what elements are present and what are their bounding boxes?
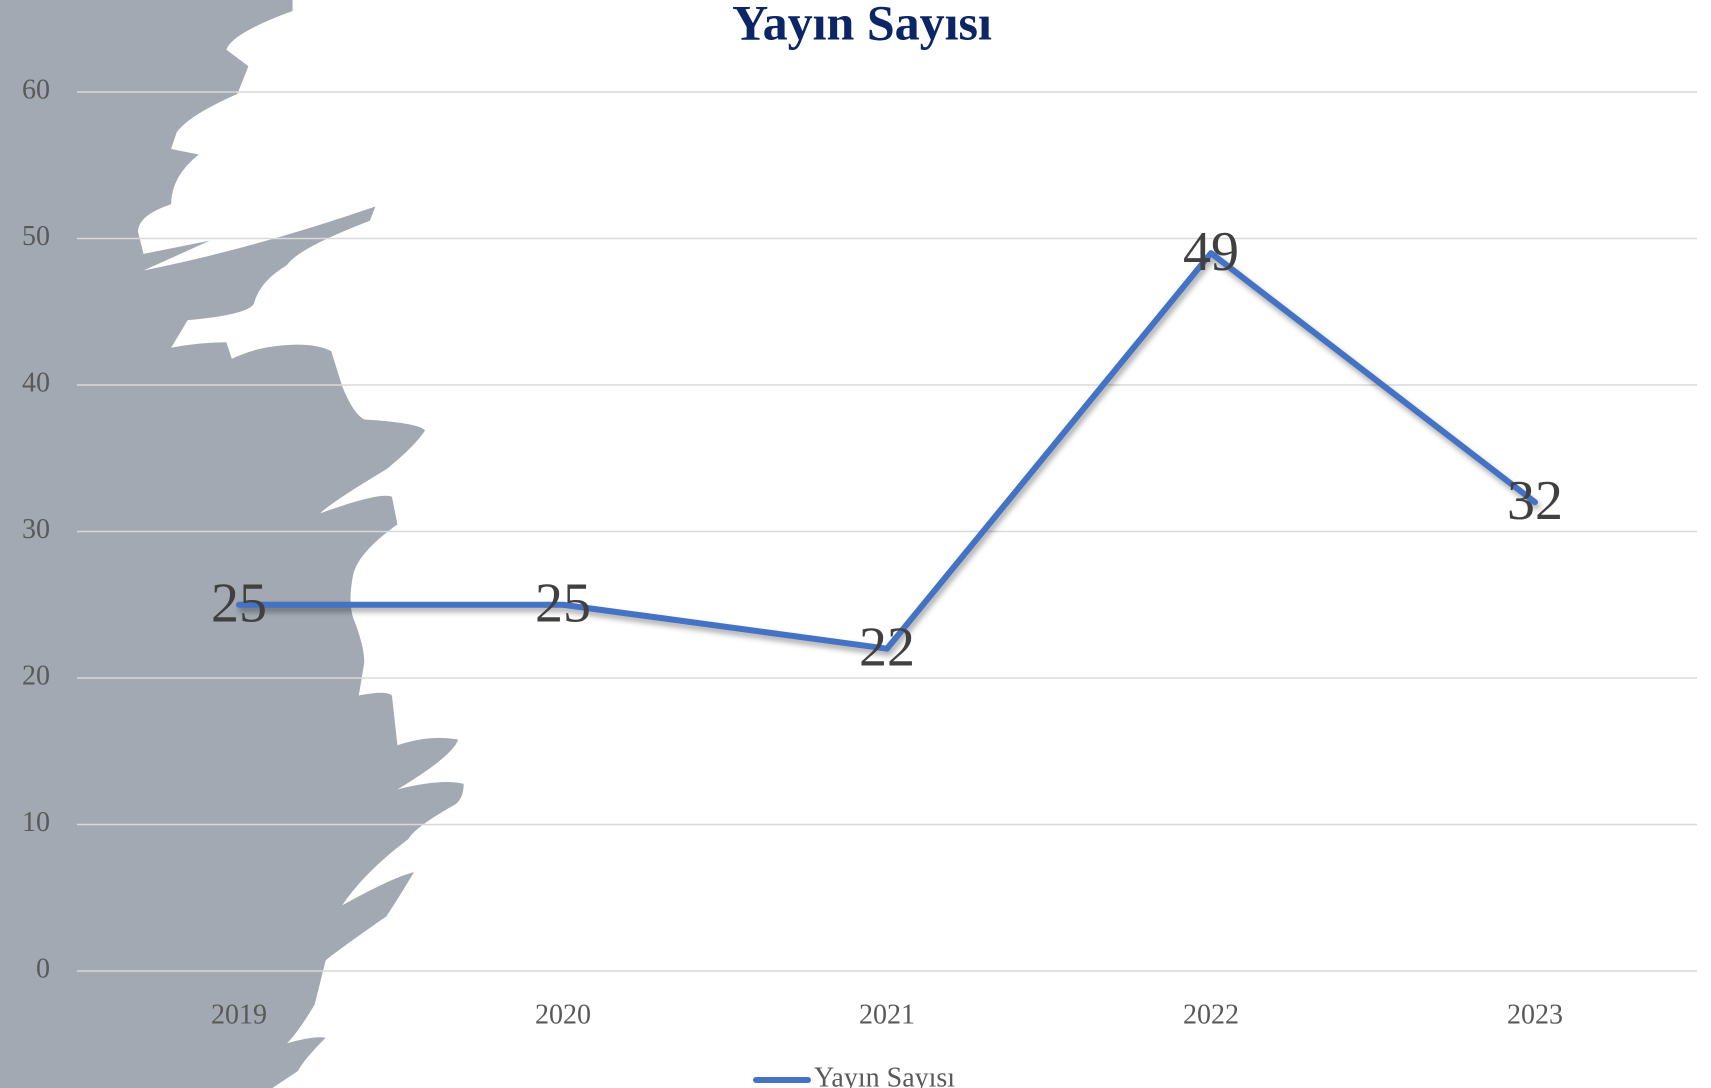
y-tick-label: 40 (22, 367, 50, 398)
x-tick-label: 2019 (211, 999, 267, 1030)
x-tick-label: 2023 (1507, 999, 1563, 1030)
x-tick-label: 2020 (535, 999, 591, 1030)
legend-label: Yayın Sayısı (814, 1062, 955, 1088)
y-tick-label: 0 (36, 953, 50, 984)
y-tick-label: 20 (22, 660, 50, 691)
background-shape (0, 0, 464, 1088)
y-tick-label: 10 (22, 807, 50, 838)
data-label: 25 (211, 573, 267, 635)
x-tick-label: 2022 (1183, 999, 1239, 1030)
data-label: 22 (859, 617, 915, 679)
y-tick-label: 50 (22, 221, 50, 252)
y-tick-label: 60 (22, 74, 50, 105)
chart-title: Yayın Sayısı (732, 0, 992, 50)
series-line (236, 250, 1538, 652)
x-tick-label: 2021 (859, 999, 915, 1030)
data-label: 32 (1507, 470, 1563, 532)
data-label: 49 (1183, 221, 1239, 283)
y-tick-label: 30 (22, 514, 50, 545)
data-label: 25 (535, 573, 591, 635)
